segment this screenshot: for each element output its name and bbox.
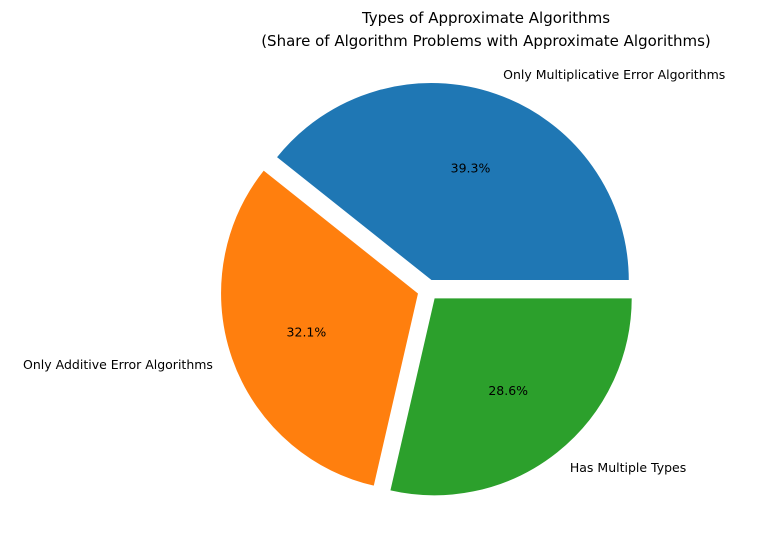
- slice-percent-label-2: 32.1%: [287, 324, 327, 339]
- slice-category-label-3: Has Multiple Types: [570, 460, 686, 475]
- slice-percent-label-1: 39.3%: [451, 160, 491, 175]
- slice-percent-label-3: 28.6%: [488, 383, 528, 398]
- slices-layer: [220, 82, 633, 497]
- pie-slice-1: [275, 82, 630, 282]
- pie-slice-2: [220, 169, 420, 487]
- labels-layer: 39.3% Only Multiplicative Error Algorithm…: [23, 67, 725, 475]
- chart-subtitle: (Share of Algorithm Problems with Approx…: [261, 32, 711, 50]
- pie-slice-3: [389, 297, 633, 497]
- slice-category-label-2: Only Additive Error Algorithms: [23, 357, 213, 372]
- chart-title: Types of Approximate Algorithms: [361, 9, 610, 27]
- slice-category-label-1: Only Multiplicative Error Algorithms: [503, 67, 725, 82]
